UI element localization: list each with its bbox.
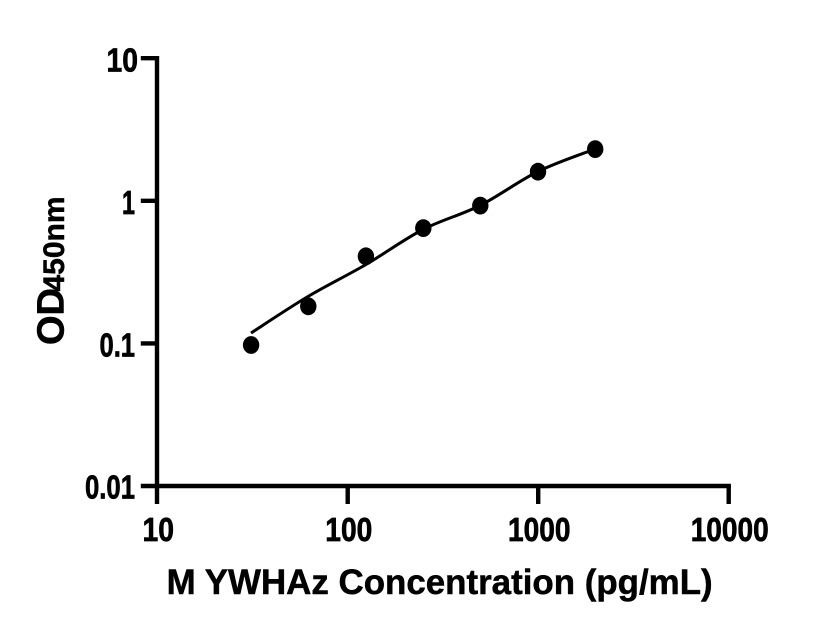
svg-text:10: 10 [107, 42, 139, 79]
svg-text:0.1: 0.1 [100, 328, 136, 365]
svg-text:10000: 10000 [691, 512, 769, 549]
svg-text:OD: OD [31, 288, 73, 345]
svg-text:10: 10 [143, 512, 175, 549]
svg-text:M YWHAz Concentration (pg/mL): M YWHAz Concentration (pg/mL) [167, 562, 713, 602]
svg-text:1: 1 [122, 185, 135, 222]
svg-text:100: 100 [325, 512, 372, 549]
svg-text:0.01: 0.01 [85, 470, 135, 507]
svg-text:450nm: 450nm [38, 196, 71, 291]
svg-text:1000: 1000 [508, 512, 571, 549]
